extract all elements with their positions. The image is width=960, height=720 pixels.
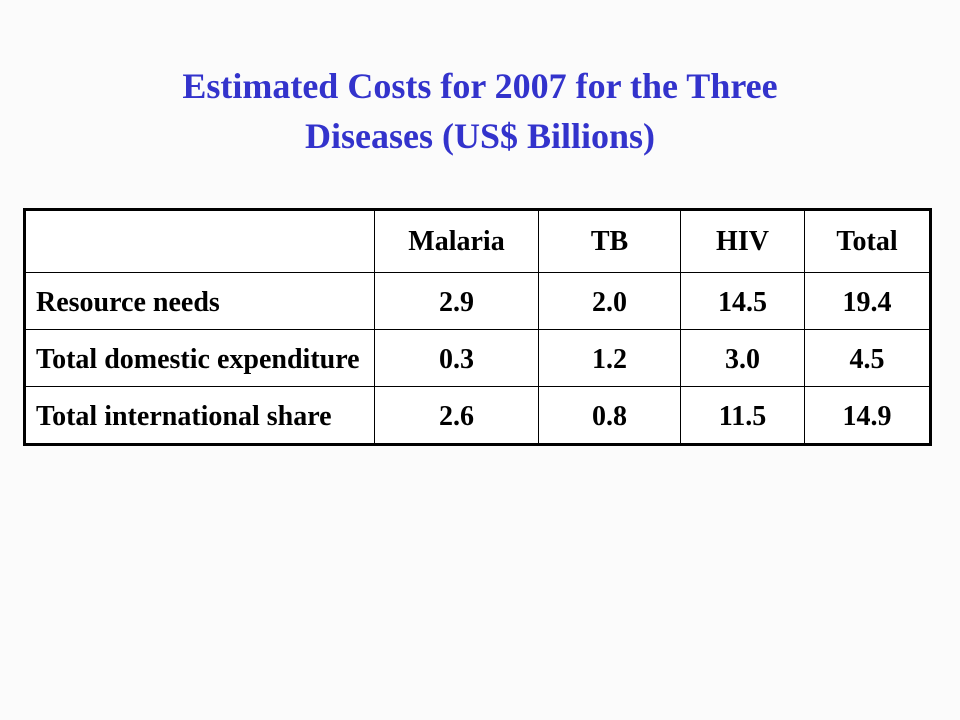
- cell-hiv: 11.5: [680, 386, 805, 445]
- header-cell-malaria: Malaria: [374, 209, 539, 273]
- slide-title: Estimated Costs for 2007 for the Three D…: [0, 61, 960, 161]
- table-row-international-share: Total international share 2.6 0.8 11.5 1…: [24, 386, 931, 445]
- header-cell-total: Total: [804, 209, 931, 273]
- slide-title-line-2: Diseases (US$ Billions): [304, 116, 656, 156]
- cell-malaria: 0.3: [374, 329, 539, 387]
- header-cell-tb: TB: [538, 209, 681, 273]
- cell-hiv: 14.5: [680, 272, 805, 330]
- row-label: Total domestic expenditure: [24, 329, 375, 387]
- table-row-resource-needs: Resource needs 2.9 2.0 14.5 19.4: [24, 272, 931, 330]
- cell-total: 4.5: [804, 329, 931, 387]
- cell-tb: 1.2: [538, 329, 681, 387]
- row-label: Total international share: [24, 386, 375, 445]
- cell-total: 14.9: [804, 386, 931, 445]
- cell-tb: 2.0: [538, 272, 681, 330]
- cell-malaria: 2.9: [374, 272, 539, 330]
- cell-tb: 0.8: [538, 386, 681, 445]
- row-label: Resource needs: [24, 272, 375, 330]
- cell-total: 19.4: [804, 272, 931, 330]
- header-cell-empty: [24, 209, 375, 273]
- cell-malaria: 2.6: [374, 386, 539, 445]
- header-cell-hiv: HIV: [680, 209, 805, 273]
- cost-table: Malaria TB HIV Total Resource needs 2.9 …: [23, 208, 932, 446]
- table-row-domestic-expenditure: Total domestic expenditure 0.3 1.2 3.0 4…: [24, 329, 931, 387]
- slide-title-line-1: Estimated Costs for 2007 for the Three: [182, 66, 778, 106]
- cell-hiv: 3.0: [680, 329, 805, 387]
- table-header-row: Malaria TB HIV Total: [24, 209, 931, 273]
